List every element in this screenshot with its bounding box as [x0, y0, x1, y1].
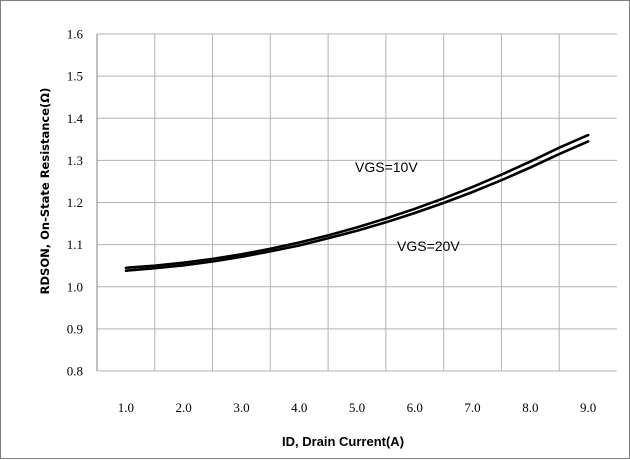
y-tick-label: 1.0 [67, 279, 83, 294]
series-line-vgs-20v [124, 140, 590, 273]
grid-layer [96, 33, 617, 372]
series-line-vgs-10v [124, 133, 590, 270]
y-tick-labels: 0.8 0.9 1.0 1.1 1.2 1.3 1.4 1.5 1.6 [67, 27, 84, 379]
y-tick-label: 0.8 [67, 364, 83, 379]
x-tick-label: 1.0 [118, 400, 134, 415]
y-tick-label: 1.6 [67, 27, 84, 42]
y-tick-label: 0.9 [67, 321, 83, 336]
y-tick-label: 1.3 [67, 153, 83, 168]
x-tick-label: 2.0 [176, 400, 192, 415]
x-tick-label: 8.0 [522, 400, 538, 415]
x-axis-label: ID, Drain Current(A) [282, 434, 404, 449]
x-tick-label: 9.0 [580, 400, 596, 415]
series-layer [124, 133, 590, 273]
y-tick-label: 1.1 [67, 237, 83, 252]
x-tick-label: 5.0 [349, 400, 365, 415]
annotation-vgs-10v: VGS=10V [355, 159, 418, 175]
x-tick-label: 7.0 [464, 400, 480, 415]
y-tick-label: 1.4 [67, 111, 84, 126]
x-tick-label: 4.0 [291, 400, 307, 415]
x-tick-label: 6.0 [407, 400, 423, 415]
y-axis-label: RDSON, On-State Resistance(Ω) [38, 88, 52, 295]
x-tick-label: 3.0 [233, 400, 249, 415]
annotation-vgs-20v: VGS=20V [397, 238, 460, 254]
x-tick-labels: 1.0 2.0 3.0 4.0 5.0 6.0 7.0 8.0 9.0 [118, 400, 596, 415]
y-tick-label: 1.5 [67, 69, 83, 84]
y-tick-label: 1.2 [67, 195, 83, 210]
